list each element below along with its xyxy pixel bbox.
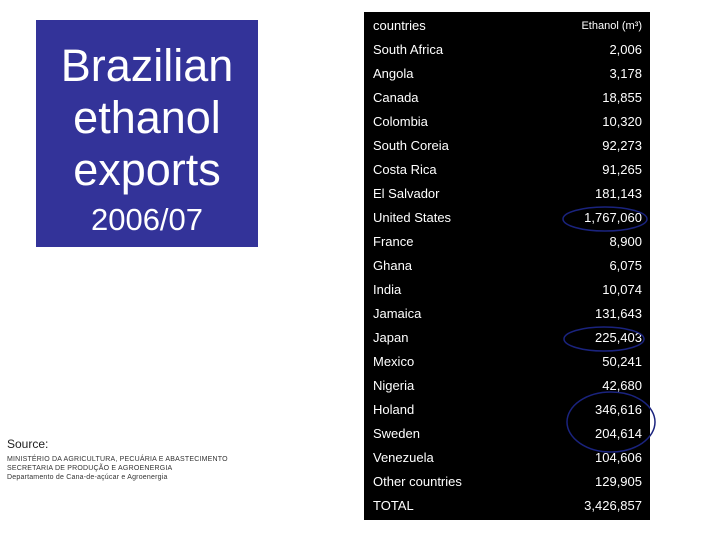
title-year: 2006/07	[90, 202, 204, 237]
source-label: Source:	[7, 437, 49, 451]
country-cell: Jamaica	[373, 306, 422, 321]
source-org-line-1: MINISTÉRIO DA AGRICULTURA, PECUÁRIA E AB…	[7, 456, 228, 463]
country-cell: Costa Rica	[373, 162, 437, 177]
table-row-south-africa: South Africa 2,006	[364, 38, 650, 62]
country-cell: Venezuela	[373, 450, 434, 465]
ethanol-value-cell: 346,616	[595, 402, 642, 417]
ethanol-value-cell: 225,403	[595, 330, 642, 345]
country-cell: Nigeria	[373, 378, 415, 393]
table-row-venezuela: Venezuela 104,606	[364, 446, 650, 470]
table-row-canada: Canada 18,855	[364, 86, 650, 110]
country-cell: Other countries	[373, 474, 462, 489]
ethanol-value-cell: 8,900	[609, 234, 642, 249]
table-row-south-coreia: South Coreia 92,273	[364, 134, 650, 158]
table-header-row: countries Ethanol (m³)	[364, 14, 650, 38]
table-row-total: TOTAL 3,426,857	[364, 494, 650, 518]
header-countries: countries	[373, 18, 426, 33]
table-row-el-salvador: El Salvador 181,143	[364, 182, 650, 206]
table-row-india: India 10,074	[364, 278, 650, 302]
ethanol-value-cell: 10,074	[602, 282, 642, 297]
table-row-japan: Japan 225,403	[364, 326, 650, 350]
ethanol-value-cell: 204,614	[595, 426, 642, 441]
ethanol-value-cell: 3,426,857	[584, 498, 642, 513]
ethanol-value-cell: 104,606	[595, 450, 642, 465]
ethanol-value-cell: 10,320	[602, 114, 642, 129]
country-cell: Ghana	[373, 258, 413, 273]
ethanol-value-cell: 92,273	[602, 138, 642, 153]
country-cell: United States	[373, 210, 452, 225]
ethanol-value-cell: 50,241	[602, 354, 642, 369]
country-cell: TOTAL	[373, 498, 414, 513]
table-row-mexico: Mexico 50,241	[364, 350, 650, 374]
table-row-nigeria: Nigeria 42,680	[364, 374, 650, 398]
ethanol-value-cell: 129,905	[595, 474, 642, 489]
country-cell: Japan	[373, 330, 409, 345]
title-line-2: ethanol	[73, 92, 221, 143]
title-panel: Brazilian ethanol exports 2006/07	[36, 20, 258, 247]
table-row-other-countries: Other countries 129,905	[364, 470, 650, 494]
ethanol-value-cell: 1,767,060	[584, 210, 642, 225]
table-row-angola: Angola 3,178	[364, 62, 650, 86]
country-cell: India	[373, 282, 402, 297]
table-row-costa-rica: Costa Rica 91,265	[364, 158, 650, 182]
ethanol-value-cell: 131,643	[595, 306, 642, 321]
country-cell: Mexico	[373, 354, 415, 369]
table-row-france: France 8,900	[364, 230, 650, 254]
country-cell: Colombia	[373, 114, 428, 129]
ethanol-value-cell: 18,855	[602, 90, 642, 105]
source-attribution: Source: MINISTÉRIO DA AGRICULTURA, PECUÁ…	[7, 437, 237, 482]
ethanol-value-cell: 42,680	[602, 378, 642, 393]
title-line-3: exports	[73, 144, 221, 195]
country-cell: Holand	[373, 402, 415, 417]
country-cell: South Coreia	[373, 138, 449, 153]
ethanol-value-cell: 6,075	[609, 258, 642, 273]
table-row-holand: Holand 346,616	[364, 398, 650, 422]
ethanol-value-cell: 2,006	[609, 42, 642, 57]
country-cell: Canada	[373, 90, 419, 105]
exports-table: countries Ethanol (m³) South Africa 2,006…	[364, 12, 650, 520]
ethanol-value-cell: 3,178	[609, 66, 642, 81]
country-cell: El Salvador	[373, 186, 440, 201]
header-ethanol: Ethanol (m³)	[581, 20, 642, 32]
ethanol-value-cell: 91,265	[602, 162, 642, 177]
country-cell: South Africa	[373, 42, 444, 57]
title-line-1: Brazilian	[60, 40, 234, 91]
table-row-ghana: Ghana 6,075	[364, 254, 650, 278]
ethanol-value-cell: 181,143	[595, 186, 642, 201]
table-row-jamaica: Jamaica 131,643	[364, 302, 650, 326]
country-cell: France	[373, 234, 414, 249]
table-row-colombia: Colombia 10,320	[364, 110, 650, 134]
table-row-united-states: United States 1,767,060	[364, 206, 650, 230]
source-org-line-3: Departamento de Cana-de-açúcar e Agroene…	[7, 474, 168, 481]
country-cell: Sweden	[373, 426, 420, 441]
table-row-sweden: Sweden 204,614	[364, 422, 650, 446]
source-org-line-2: SECRETARIA DE PRODUÇÃO E AGROENERGIA	[7, 465, 173, 472]
country-cell: Angola	[373, 66, 414, 81]
